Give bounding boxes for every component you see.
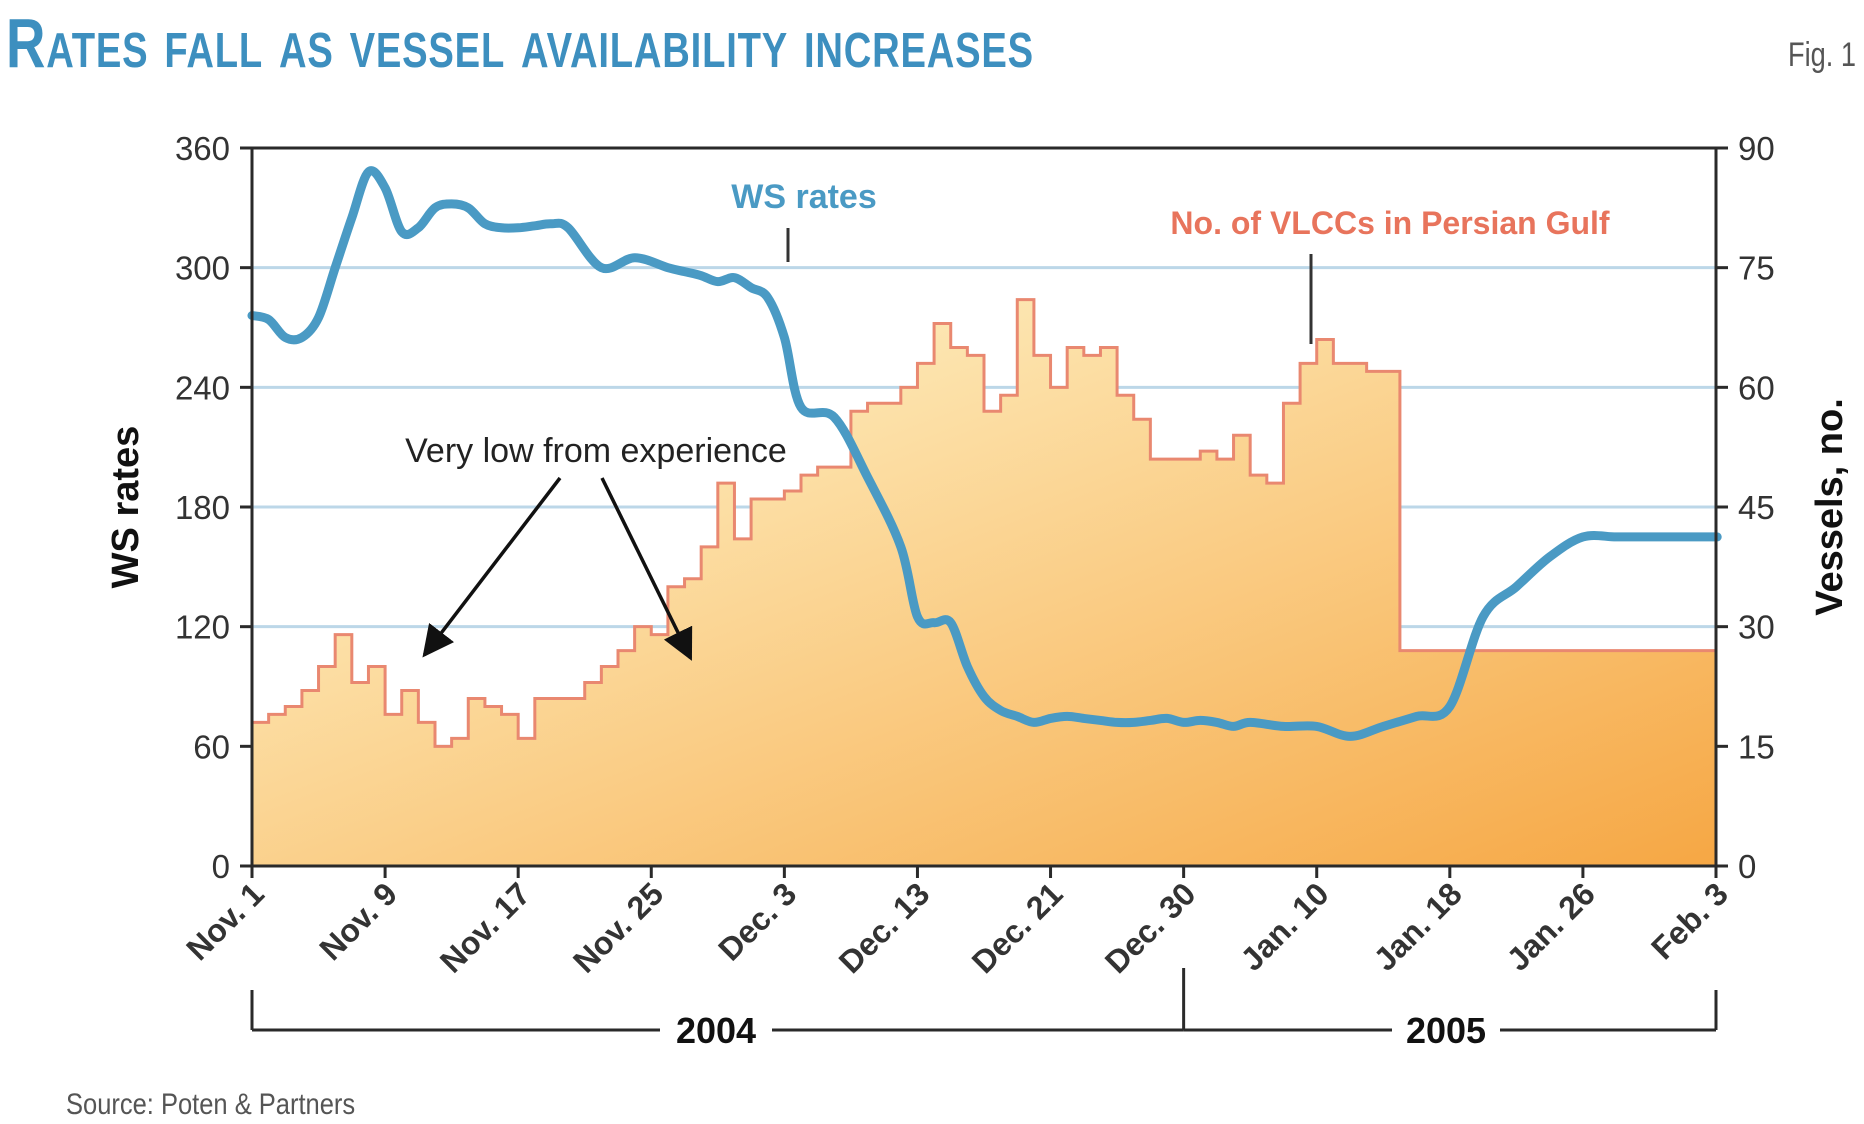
left-tick-label: 180	[175, 489, 230, 526]
x-tick-label: Dec. 21	[965, 875, 1070, 980]
left-tick-label: 0	[212, 848, 230, 885]
very-low-label: Very low from experience	[405, 432, 787, 470]
ws-rates-line	[247, 166, 1722, 741]
right-tick-label: 45	[1738, 489, 1775, 526]
left-axis-title: WS rates	[105, 426, 147, 589]
chart-title: Rates fall as vessel availability increa…	[6, 4, 1034, 82]
right-tick-label: 90	[1738, 130, 1775, 167]
x-tick-label: Jan. 10	[1233, 875, 1335, 977]
left-tick-label: 60	[193, 728, 230, 765]
right-tick-label: 15	[1738, 728, 1775, 765]
vlcc-step-area	[250, 298, 1718, 868]
vlcc-area-layer	[250, 298, 1718, 868]
x-tick-label: Jan. 26	[1500, 875, 1602, 977]
right-tick-label: 30	[1738, 609, 1775, 646]
x-tick-label: Jan. 18	[1367, 875, 1469, 977]
x-tick-label: Dec. 13	[832, 875, 937, 980]
year-label: 2005	[1406, 1010, 1486, 1051]
left-tick-label: 240	[175, 369, 230, 406]
x-tick-label: Nov. 17	[433, 875, 537, 979]
x-tick-label: Nov. 1	[179, 875, 271, 967]
left-tick-label: 300	[175, 250, 230, 287]
x-tick-label: Nov. 25	[566, 875, 670, 979]
right-tick-label: 60	[1738, 369, 1775, 406]
figure-number: Fig. 1	[1787, 36, 1856, 74]
right-axis-title: Vessels, no.	[1809, 398, 1851, 616]
left-tick-label: 120	[175, 609, 230, 646]
year-label: 2004	[676, 1010, 756, 1051]
x-tick-label: Dec. 30	[1098, 875, 1203, 980]
annotations: WS rates No. of VLCCs in Persian Gulf Very…	[405, 178, 1610, 661]
x-tick-label: Dec. 3	[711, 875, 803, 967]
source-note: Source: Poten & Partners	[66, 1088, 356, 1121]
x-tick-label: Feb. 3	[1644, 875, 1735, 966]
x-tick-label: Nov. 9	[312, 875, 404, 967]
vlcc-label: No. of VLCCs in Persian Gulf	[1170, 205, 1610, 241]
very-low-arrow	[600, 477, 693, 661]
right-tick-label: 75	[1738, 250, 1775, 287]
right-tick-label: 0	[1738, 848, 1756, 885]
ws-line-layer	[247, 166, 1722, 741]
very-low-arrow	[422, 476, 562, 658]
left-tick-label: 360	[175, 130, 230, 167]
ws-rates-label: WS rates	[731, 178, 877, 216]
